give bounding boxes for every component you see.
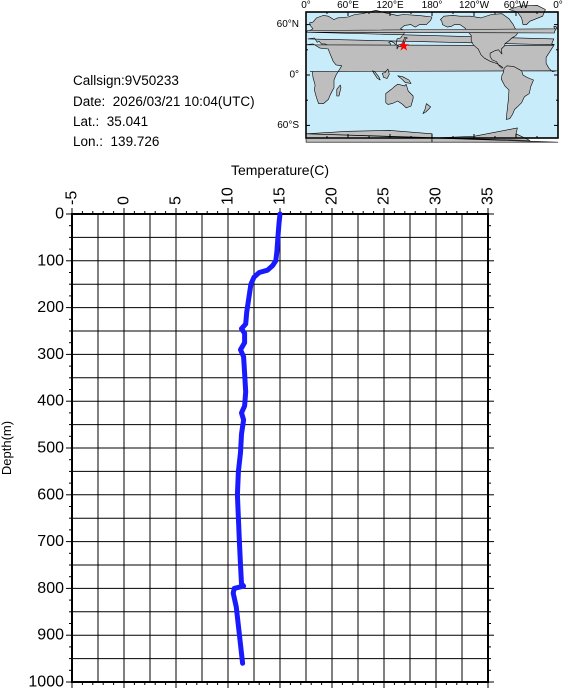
lat-value: 35.041 (106, 114, 149, 129)
landmass-greenland (508, 5, 546, 25)
x-tick-label: 15 (272, 187, 289, 205)
y-tick-label: 700 (37, 533, 64, 550)
date-label: Date: (73, 94, 106, 109)
horizontal-gridlines (72, 213, 488, 683)
map-lon-label: 60°W (504, 0, 529, 11)
x-tick-label: 10 (220, 187, 237, 205)
y-axis-title: Depth(m) (0, 421, 14, 475)
map-longitude-labels: 0° 60°E 120°E 180° 120°W 60°W 0° (301, 0, 563, 11)
y-tick-label: 1000 (28, 674, 64, 690)
temperature-depth-chart: -5 0 5 10 15 20 25 30 35 01002003004005006007008… (0, 162, 497, 690)
x-tick-label: 0 (116, 196, 133, 205)
landmass-new-zealand (422, 103, 431, 114)
x-tick-labels: -5 0 5 10 15 20 25 30 35 (64, 187, 497, 205)
y-tick-label: 800 (37, 580, 64, 597)
date-value: 2026/03/21 10:04(UTC) (112, 94, 255, 109)
map-ticks (305, 12, 559, 138)
y-tick-label: 600 (37, 486, 64, 503)
y-tick-label: 900 (37, 627, 64, 644)
lon-label: Lon.: (73, 134, 104, 149)
lat-row: Lat.: 35.041 (73, 114, 148, 129)
map-lat-label: 60°S (277, 120, 299, 131)
landmass-south-america (500, 65, 534, 120)
landmass-japan (396, 36, 408, 50)
map-lon-label: 180° (422, 0, 443, 11)
map-lon-label: 60°E (337, 0, 359, 11)
x-tick-label: 20 (324, 187, 341, 205)
lat-label: Lat.: (73, 114, 100, 129)
map-latitude-labels: 60°N 0° 60°S (277, 19, 300, 131)
x-tick-label: 30 (428, 187, 445, 205)
callsign-value: 9V50233 (124, 73, 179, 88)
temperature-profile-line (230, 211, 283, 666)
map-lat-label: 60°N (277, 19, 299, 30)
y-tick-labels: 0 100 200 300 400 500 600 700 800 900 1000 (28, 206, 64, 690)
map-lat-label: 0° (289, 70, 299, 81)
y-tick-label: 200 (37, 299, 64, 316)
x-axis-title: Temperature(C) (231, 162, 329, 178)
y-tick-label: 0 (55, 206, 64, 223)
date-row: Date: 2026/03/21 10:04(UTC) (73, 94, 255, 109)
callsign-label: Callsign: (73, 73, 125, 88)
map-lon-label: 120°W (459, 0, 490, 11)
world-map: 0° 60°E 120°E 180° 120°W 60°W 0° 60°N0°60°S ★ (277, 0, 563, 143)
callsign-row: Callsign:9V50233 (73, 73, 179, 88)
lon-value: 139.726 (110, 134, 160, 149)
landmass-new-guinea (397, 75, 412, 84)
map-lon-label: 120°E (376, 0, 404, 11)
x-tick-label: 5 (168, 196, 185, 205)
landmass-madagascar (336, 84, 342, 97)
y-tick-label: 500 (37, 440, 64, 457)
lon-row: Lon.: 139.726 (73, 134, 159, 149)
landmass-sumatra (372, 70, 381, 81)
x-tick-label: 25 (376, 187, 393, 205)
x-tick-label: 35 (480, 187, 497, 205)
map-lon-label: 0° (553, 0, 563, 11)
location-star-icon: ★ (398, 38, 411, 54)
x-tick-label: -5 (64, 191, 81, 205)
landmass-africa (305, 43, 557, 104)
y-tick-label: 100 (37, 252, 64, 269)
y-tick-label: 300 (37, 346, 64, 363)
profile-points (233, 213, 281, 664)
landmass-borneo (381, 68, 390, 79)
map-lon-label: 0° (301, 0, 311, 11)
landmass-uk (306, 25, 558, 34)
landmass-australia (385, 83, 414, 109)
y-tick-label: 400 (37, 393, 64, 410)
